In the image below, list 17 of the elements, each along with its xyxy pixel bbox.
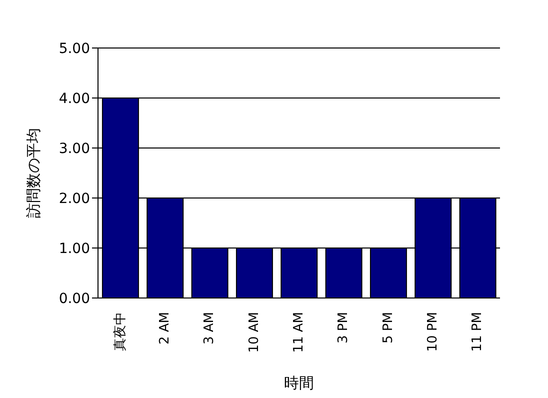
y-tick-label: 5.00 <box>58 40 90 57</box>
x-tick-label: 11 PM <box>470 312 486 352</box>
y-tick-label: 2.00 <box>58 190 90 207</box>
y-tick-label: 0.00 <box>58 290 90 307</box>
x-tick-label: 3 PM <box>336 312 352 344</box>
x-axis-title: 時間 <box>284 374 314 392</box>
y-tick-label: 3.00 <box>58 140 90 157</box>
x-tick-label: 5 PM <box>380 312 396 344</box>
x-tick-label: 3 AM <box>202 312 218 345</box>
x-tick-label: 真夜中 <box>112 312 128 351</box>
x-tick-label: 11 AM <box>292 312 306 353</box>
x-tick-label: 10 PM <box>426 312 440 352</box>
y-tick-label: 4.00 <box>58 90 90 107</box>
x-tick-label: 2 AM <box>158 312 172 345</box>
y-tick-label: 1.00 <box>58 240 90 257</box>
x-tick-label: 10 AM <box>246 312 262 353</box>
y-axis-title: 訪問数の平均 <box>24 128 42 218</box>
